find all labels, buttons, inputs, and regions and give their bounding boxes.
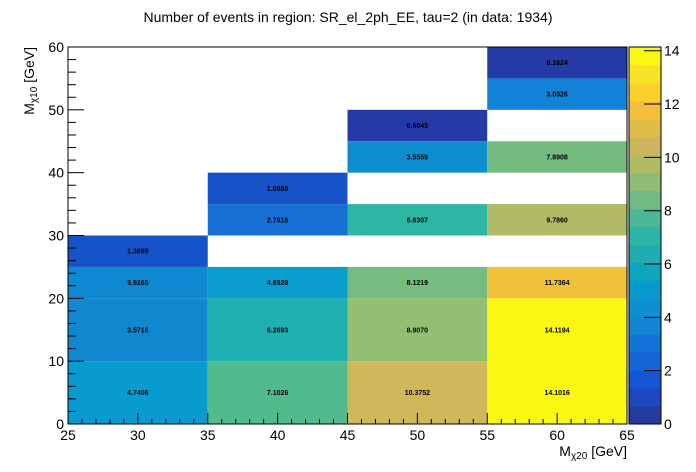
heatmap-cell [487,298,627,362]
heatmap-cell [347,109,488,142]
cell-value-label: 3.9265 [127,280,149,287]
colorbar-band [629,388,661,407]
colorbar-tick-label: 10 [664,149,680,165]
heatmap-cell [207,204,348,236]
heatmap-cell [347,141,488,173]
colorbar-tick-label: 0 [664,416,672,432]
x-axis-label-sub: χ20 [571,451,588,462]
y-tick-label: 60 [48,39,64,55]
x-tick-label: 50 [410,427,426,443]
cell-value-label: 9.7860 [546,217,568,224]
colorbar-band [629,118,661,138]
cell-value-label: 4.8528 [267,280,289,287]
x-tick-label: 45 [340,427,356,443]
cell-value-label: 14.1016 [544,390,569,397]
heatmap-cell [68,266,208,299]
colorbar-band [629,316,661,335]
colorbar-tick-label: 4 [664,309,672,325]
colorbar-band [629,244,661,263]
colorbar-band [629,334,661,353]
colorbar-tick-label: 12 [664,96,680,112]
heatmap-cell [207,266,348,299]
cell-value-label: 0.1624 [546,60,568,67]
colorbar-band [629,172,661,192]
y-axis-label-sub: χ10 [29,86,40,103]
colorbar-band [629,47,661,66]
cell-value-label: 3.5559 [407,154,429,161]
y-tick-label: 50 [48,102,64,118]
colorbar-band [629,298,661,317]
colorbar-band [629,406,661,425]
cell-value-label: 14.1194 [545,327,570,334]
cell-value-label: 7.8908 [546,154,568,161]
colorbar-band [629,226,661,245]
colorbar-tick-label: 8 [664,203,672,219]
y-tick-label: 10 [48,353,64,369]
cell-value-label: 7.1026 [267,390,289,397]
x-axis-label-unit: [GeV] [587,443,627,459]
heatmap-cell [347,298,488,362]
cell-value-label: 6.6307 [407,217,429,224]
cell-value-label: 1.0880 [267,186,289,193]
cell-value-label: 4.7406 [127,390,149,397]
colorbar-band [629,154,661,174]
cell-value-label: 6.2693 [267,327,289,334]
heatmap-cell [487,204,627,236]
y-tick-label: 20 [48,290,64,306]
heatmap-cell [207,298,348,362]
x-axis-label-main: M [559,443,571,459]
colorbar-tick-label: 2 [664,363,672,379]
colorbar-tick-label: 6 [664,256,672,272]
colorbar-band [629,100,661,120]
heatmap-cell [68,235,208,267]
heatmap-cell [487,266,627,299]
x-tick-label: 55 [479,427,495,443]
heatmap-cell [347,204,488,236]
cell-value-label: 8.9070 [407,327,429,334]
cell-value-label: 10.3752 [405,390,430,397]
y-axis-label: Mχ10 [GeV] [21,47,40,115]
heatmap-cell [68,298,208,362]
heatmap-cell [487,47,627,79]
colorbar-band [629,280,661,299]
cell-value-label: 2.7816 [267,217,289,224]
colorbar-band [629,352,661,371]
heatmap-cell [347,266,488,299]
y-tick-label: 40 [48,165,64,181]
x-tick-label: 35 [200,427,216,443]
colorbar-band [629,136,661,156]
x-tick-label: 25 [60,427,76,443]
x-tick-label: 30 [130,427,146,443]
cell-value-label: 1.3695 [127,249,149,256]
heatmap-cell [487,141,627,173]
colorbar-band [629,262,661,281]
x-axis-label: Mχ20 [GeV] [559,443,627,462]
cell-value-label: 0.6043 [407,123,429,130]
cell-value-label: 3.5716 [127,327,149,334]
cell-value-label: 11.7364 [545,280,570,287]
colorbar-band [629,64,661,84]
y-tick-label: 0 [56,416,64,432]
chart-title: Number of events in region: SR_el_2ph_EE… [144,9,553,25]
y-axis-label-unit: [GeV] [21,47,37,87]
y-tick-label: 30 [48,228,64,244]
colorbar-band [629,82,661,102]
x-tick-label: 40 [270,427,286,443]
cell-value-label: 3.0326 [546,92,568,99]
heatmap-cell [207,172,348,205]
colorbar-band [629,208,661,228]
colorbar-band [629,190,661,210]
heatmap-cell [487,78,627,110]
colorbar-band [629,370,661,389]
y-axis-label-main: M [21,103,37,115]
x-tick-label: 60 [549,427,565,443]
cell-value-label: 8.1219 [407,280,429,287]
x-tick-label: 65 [619,427,635,443]
colorbar-tick-label: 14 [664,43,680,59]
